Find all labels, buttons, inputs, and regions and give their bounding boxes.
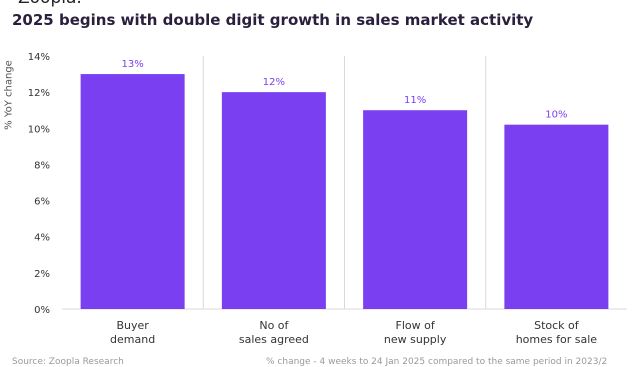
bar — [504, 124, 609, 310]
x-tick-label: demand — [110, 333, 155, 346]
y-tick-label: 8% — [34, 160, 50, 171]
data-label: 11% — [404, 95, 426, 106]
chart-title: 2025 begins with double digit growth in … — [12, 11, 534, 29]
y-tick-label: 0% — [34, 305, 50, 316]
brand-partial-text: Zoopla. — [18, 0, 82, 8]
x-tick-label: Flow of — [396, 319, 436, 332]
bar — [363, 110, 468, 309]
bar — [80, 74, 185, 309]
y-tick-label: 14% — [28, 52, 50, 63]
source-note: Source: Zoopla Research — [12, 357, 124, 367]
y-tick-label: 2% — [34, 269, 50, 280]
x-tick-label: Stock of — [534, 319, 580, 332]
y-tick-label: 4% — [34, 233, 50, 244]
data-label: 10% — [545, 110, 567, 121]
x-tick-label: sales agreed — [239, 333, 309, 346]
footnote: % change - 4 weeks to 24 Jan 2025 compar… — [266, 357, 608, 367]
x-tick-label: homes for sale — [516, 333, 598, 346]
y-tick-label: 10% — [28, 124, 50, 135]
y-tick-label: 6% — [34, 197, 50, 208]
x-tick-label: No of — [259, 319, 289, 332]
data-label: 12% — [263, 77, 285, 88]
data-label: 13% — [122, 59, 144, 70]
bar — [221, 92, 326, 310]
x-tick-label: Buyer — [116, 319, 149, 332]
x-tick-label: new supply — [384, 333, 447, 346]
y-tick-label: 12% — [28, 88, 50, 99]
